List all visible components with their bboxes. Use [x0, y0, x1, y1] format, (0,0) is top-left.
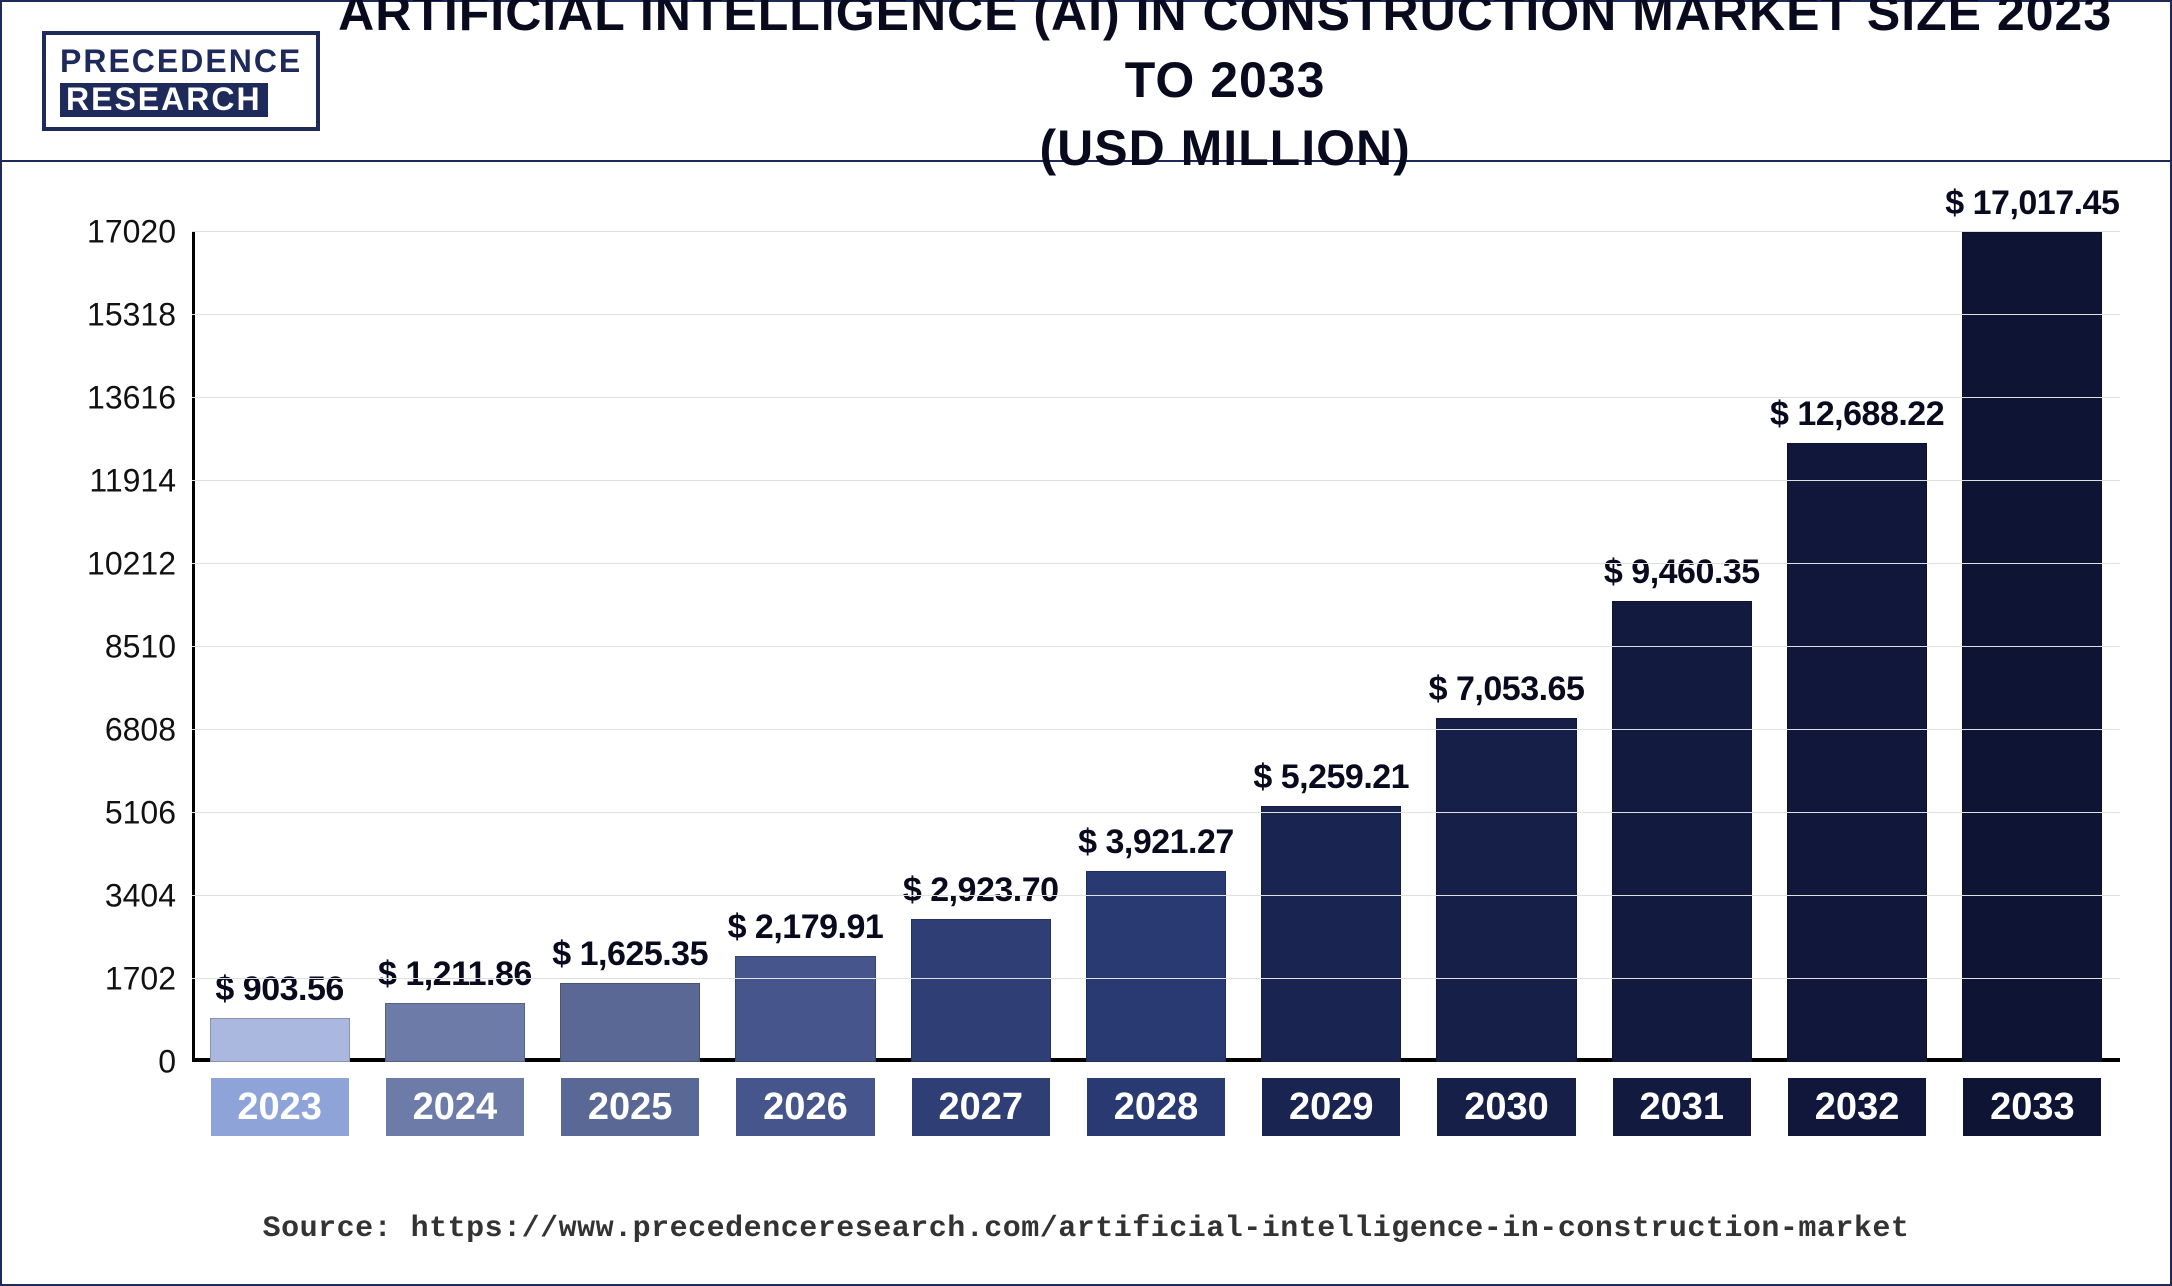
chart-area: $ 903.56 $ 1,211.86 $ 1,625.35 $ 2,179.91 $ …: [72, 232, 2140, 1062]
x-axis-label: 2028: [1086, 1077, 1226, 1137]
chart-title: ARTIFICIAL INTELLIGENCE (AI) IN CONSTRUC…: [320, 0, 2130, 182]
bar-slot: $ 3,921.27: [1068, 232, 1243, 1062]
gridline: [192, 895, 2120, 896]
bar: $ 3,921.27: [1086, 871, 1226, 1062]
bar-slot: $ 17,017.45: [1945, 232, 2120, 1062]
header: PRECEDENCE RESEARCH ARTIFICIAL INTELLIGE…: [2, 2, 2170, 162]
gridline: [192, 563, 2120, 564]
logo-line1: PRECEDENCE: [60, 45, 302, 79]
bar: $ 903.56: [210, 1018, 350, 1062]
bar: $ 1,625.35: [560, 983, 700, 1062]
bar-value-label: $ 2,179.91: [728, 908, 884, 947]
y-tick-label: 5106: [105, 795, 176, 832]
y-tick-label: 1702: [105, 961, 176, 998]
y-tick-label: 6808: [105, 712, 176, 749]
bar: $ 2,923.70: [911, 919, 1051, 1062]
title-line2: (USD MILLION): [320, 115, 2130, 183]
x-axis-label: 2027: [911, 1077, 1051, 1137]
bar-slot: $ 7,053.65: [1419, 232, 1594, 1062]
y-tick-label: 0: [158, 1044, 176, 1081]
x-axis-label: 2029: [1261, 1077, 1401, 1137]
bar-slot: $ 903.56: [192, 232, 367, 1062]
y-tick-label: 15318: [87, 297, 176, 334]
x-axis-label: 2033: [1962, 1077, 2102, 1137]
logo-line2: RESEARCH: [60, 83, 268, 117]
x-axis-label: 2030: [1436, 1077, 1576, 1137]
bar: $ 17,017.45: [1962, 232, 2102, 1062]
bar-slot: $ 9,460.35: [1594, 232, 1769, 1062]
plot-region: $ 903.56 $ 1,211.86 $ 1,625.35 $ 2,179.91 $ …: [192, 232, 2120, 1062]
bar-value-label: $ 9,460.35: [1604, 553, 1760, 592]
gridline: [192, 729, 2120, 730]
gridline: [192, 314, 2120, 315]
bar-value-label: $ 2,923.70: [903, 871, 1059, 910]
logo: PRECEDENCE RESEARCH: [42, 31, 320, 130]
bar-slot: $ 1,211.86: [367, 232, 542, 1062]
gridline: [192, 231, 2120, 232]
gridline: [192, 978, 2120, 979]
y-tick-label: 17020: [87, 214, 176, 251]
bar-value-label: $ 17,017.45: [1945, 184, 2119, 223]
bar-slot: $ 2,923.70: [893, 232, 1068, 1062]
bar-value-label: $ 7,053.65: [1429, 670, 1585, 709]
bar: $ 9,460.35: [1612, 601, 1752, 1062]
source-text: Source: https://www.precedenceresearch.c…: [2, 1212, 2170, 1246]
x-axis-label: 2024: [385, 1077, 525, 1137]
bar-value-label: $ 3,921.27: [1078, 823, 1234, 862]
bar: $ 7,053.65: [1436, 718, 1576, 1062]
x-axis-label: 2026: [735, 1077, 875, 1137]
gridline: [192, 646, 2120, 647]
chart-frame: PRECEDENCE RESEARCH ARTIFICIAL INTELLIGE…: [0, 0, 2172, 1286]
bar-value-label: $ 1,211.86: [378, 955, 532, 994]
bar: $ 1,211.86: [385, 1003, 525, 1062]
bar-slot: $ 12,688.22: [1769, 232, 1944, 1062]
x-axis-label: 2032: [1787, 1077, 1927, 1137]
bar-value-label: $ 5,259.21: [1253, 758, 1409, 797]
y-tick-label: 10212: [87, 546, 176, 583]
x-axis-label: 2023: [210, 1077, 350, 1137]
bars-container: $ 903.56 $ 1,211.86 $ 1,625.35 $ 2,179.91 $ …: [192, 232, 2120, 1062]
y-tick-label: 11914: [89, 463, 176, 500]
bar: $ 5,259.21: [1261, 806, 1401, 1062]
gridline: [192, 397, 2120, 398]
bar-slot: $ 5,259.21: [1244, 232, 1419, 1062]
y-tick-label: 13616: [87, 380, 176, 417]
bar: $ 12,688.22: [1787, 443, 1927, 1062]
x-axis-labels: 2023 2024 2025 2026 2027 2028 2029 2030 2031 2032…: [192, 1077, 2120, 1141]
gridline: [192, 480, 2120, 481]
bar-slot: $ 2,179.91: [718, 232, 893, 1062]
x-axis-label: 2031: [1612, 1077, 1752, 1137]
y-tick-label: 8510: [105, 629, 176, 666]
gridline: [192, 812, 2120, 813]
bar-slot: $ 1,625.35: [543, 232, 718, 1062]
bar-value-label: $ 903.56: [215, 970, 343, 1009]
bar-value-label: $ 1,625.35: [552, 935, 708, 974]
title-line1: ARTIFICIAL INTELLIGENCE (AI) IN CONSTRUC…: [320, 0, 2130, 115]
bar: $ 2,179.91: [735, 956, 875, 1062]
y-tick-label: 3404: [105, 878, 176, 915]
x-axis-label: 2025: [560, 1077, 700, 1137]
bar-value-label: $ 12,688.22: [1770, 395, 1944, 434]
